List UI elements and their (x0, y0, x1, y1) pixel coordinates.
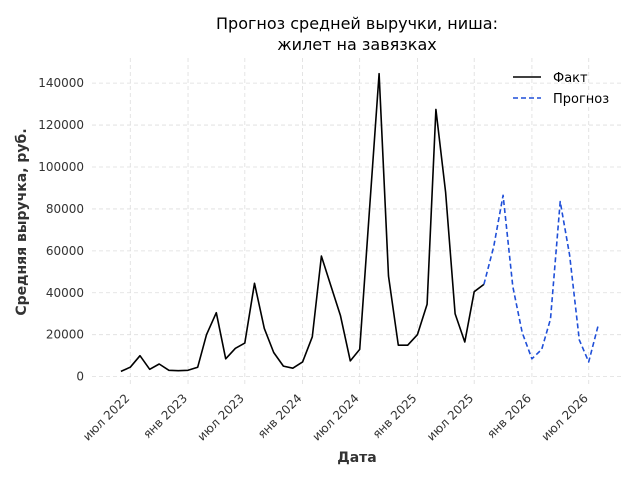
y-tick-label: 0 (76, 370, 84, 384)
legend: Факт Прогноз (513, 71, 609, 107)
chart-title-line-1: Прогноз средней выручки, ниша: (216, 14, 498, 33)
x-tick-label: июл 2026 (539, 391, 591, 443)
x-tick-label: янв 2026 (484, 391, 534, 441)
y-tick-label: 120000 (38, 118, 84, 132)
y-tick-label: 140000 (38, 76, 84, 90)
legend-label-forecast: Прогноз (553, 92, 609, 107)
x-tick-label: июл 2025 (424, 391, 476, 443)
y-tick-label: 60000 (46, 244, 84, 258)
x-tick-label: июл 2024 (310, 391, 362, 443)
legend-label-fact: Факт (553, 71, 588, 86)
x-tick-label: июл 2022 (80, 391, 132, 443)
y-axis-ticks: 0 20000 40000 60000 80000 100000 120000 140000 (38, 76, 84, 383)
x-axis-ticks: июл 2022 янв 2023 июл 2023 янв 2024 июл 2024… (80, 391, 591, 443)
x-tick-label: июл 2023 (195, 391, 247, 443)
x-tick-label: янв 2025 (370, 391, 420, 441)
y-axis-label: Средняя выручка, руб. (14, 128, 30, 315)
x-tick-label: янв 2024 (255, 391, 305, 441)
x-tick-label: янв 2023 (140, 391, 190, 441)
series-line-fact (120, 72, 485, 373)
chart-title-line-2: жилет на завязках (277, 35, 436, 54)
series-layer (120, 72, 600, 373)
series-line-forecast (483, 194, 600, 363)
y-tick-label: 100000 (38, 160, 84, 174)
x-axis-label: Дата (337, 450, 376, 466)
y-tick-label: 20000 (46, 328, 84, 342)
grid (92, 58, 622, 385)
y-tick-label: 80000 (46, 202, 84, 216)
y-tick-label: 40000 (46, 286, 84, 300)
